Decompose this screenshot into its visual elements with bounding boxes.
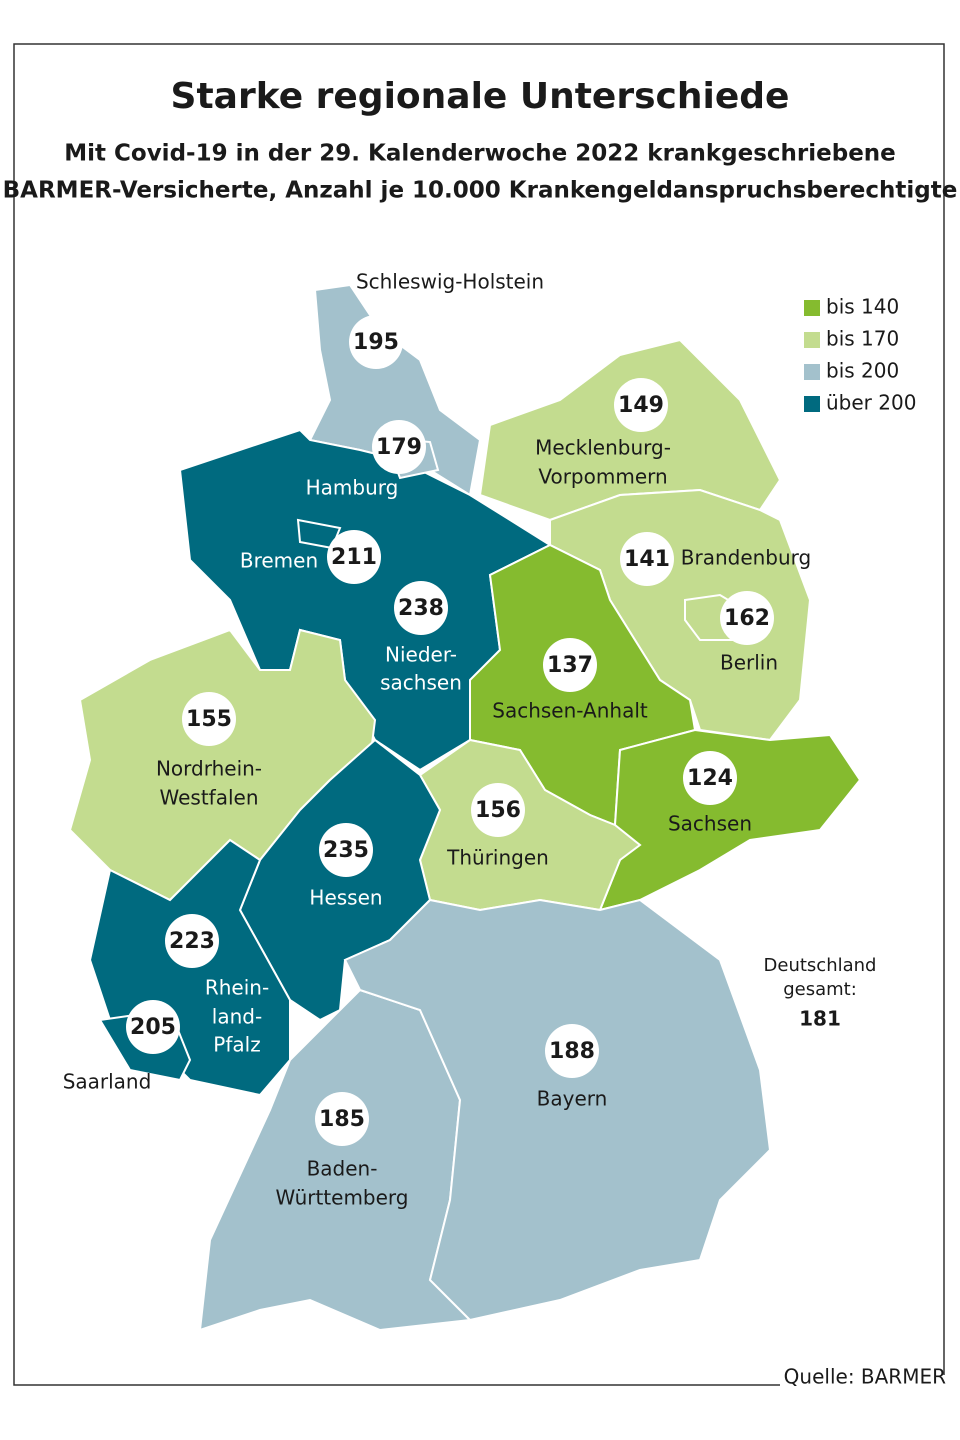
- source-backdrop: [780, 1375, 950, 1397]
- region-value: 223: [169, 929, 215, 954]
- region-name: Westfalen: [159, 786, 258, 810]
- legend-label: bis 140: [826, 295, 899, 319]
- value-badge: [620, 532, 674, 586]
- value-badge: [319, 823, 373, 877]
- legend-label: bis 200: [826, 359, 899, 383]
- value-badge: [182, 692, 236, 746]
- value-badge: [327, 530, 381, 584]
- value-badge: [614, 378, 668, 432]
- region-name: Pfalz: [213, 1033, 260, 1057]
- region-name: Vorpommern: [538, 465, 667, 489]
- legend: bis 140 bis 170 bis 200 über 200: [804, 295, 916, 415]
- region-value: 188: [549, 1039, 595, 1064]
- value-badge: [545, 1024, 599, 1078]
- region-value: 141: [624, 547, 670, 572]
- legend-swatch: [804, 364, 820, 380]
- region-name: Hamburg: [306, 476, 399, 500]
- region-value: 137: [547, 653, 593, 678]
- region: [343, 898, 772, 1322]
- value-badge: [471, 783, 525, 837]
- value-badge: [165, 914, 219, 968]
- region: [478, 338, 782, 522]
- region-name: Bremen: [240, 549, 318, 573]
- region-name: Bayern: [537, 1087, 608, 1111]
- region-name: Schleswig-Holstein: [356, 270, 544, 294]
- region-name: Nordrhein-: [156, 757, 262, 781]
- value-badge: [720, 591, 774, 645]
- map: Schleswig-Holstein 195 Hamburg 179 Mecklenbu…: [63, 270, 862, 1332]
- region-name: Mecklenburg-: [535, 436, 671, 460]
- region-value: 162: [724, 606, 770, 631]
- region-value: 205: [130, 1015, 176, 1040]
- region-name: land-: [212, 1005, 262, 1029]
- legend-swatch: [804, 332, 820, 348]
- region-name: Brandenburg: [681, 546, 812, 570]
- region-value: 211: [331, 545, 377, 570]
- region-value: 156: [475, 798, 521, 823]
- region-value: 235: [323, 838, 369, 863]
- region-value: 124: [687, 766, 733, 791]
- region-name: Sachsen-Anhalt: [492, 699, 648, 723]
- subtitle: Mit Covid-19 in der 29. Kalenderwoche 20…: [64, 141, 896, 167]
- region-value: 149: [618, 393, 664, 418]
- total-value: 181: [799, 1007, 841, 1031]
- region-name: Nieder-: [385, 643, 457, 667]
- total-label: gesamt:: [783, 979, 857, 1000]
- region-name: Hessen: [309, 886, 382, 910]
- region-value: 238: [398, 596, 444, 621]
- value-badge: [683, 751, 737, 805]
- region-name: Rhein-: [205, 976, 269, 1000]
- legend-swatch: [804, 300, 820, 316]
- value-badge: [543, 638, 597, 692]
- value-badge: [126, 1000, 180, 1054]
- region-name: Saarland: [63, 1070, 152, 1094]
- source: Quelle: BARMER: [784, 1365, 946, 1389]
- subtitle: BARMER-Versicherte, Anzahl je 10.000 Kra…: [3, 178, 958, 204]
- value-badge: [315, 1092, 369, 1146]
- value-badge: [349, 315, 403, 369]
- region-name: Sachsen: [668, 812, 752, 836]
- total-label: Deutschland: [764, 955, 877, 976]
- value-badge: [372, 420, 426, 474]
- region-value: 155: [186, 707, 232, 732]
- region-name: Württemberg: [276, 1186, 409, 1210]
- legend-label: bis 170: [826, 327, 899, 351]
- region-name: Baden-: [307, 1157, 378, 1181]
- region-value: 195: [353, 330, 399, 355]
- value-badge: [394, 581, 448, 635]
- legend-swatch: [804, 396, 820, 412]
- region-name: Berlin: [720, 651, 778, 675]
- legend-label: über 200: [826, 391, 916, 415]
- region-value: 179: [376, 435, 422, 460]
- region-value: 185: [319, 1107, 365, 1132]
- region-name: Thüringen: [446, 846, 549, 870]
- title: Starke regionale Unterschiede: [171, 76, 790, 117]
- region-name: sachsen: [380, 671, 462, 695]
